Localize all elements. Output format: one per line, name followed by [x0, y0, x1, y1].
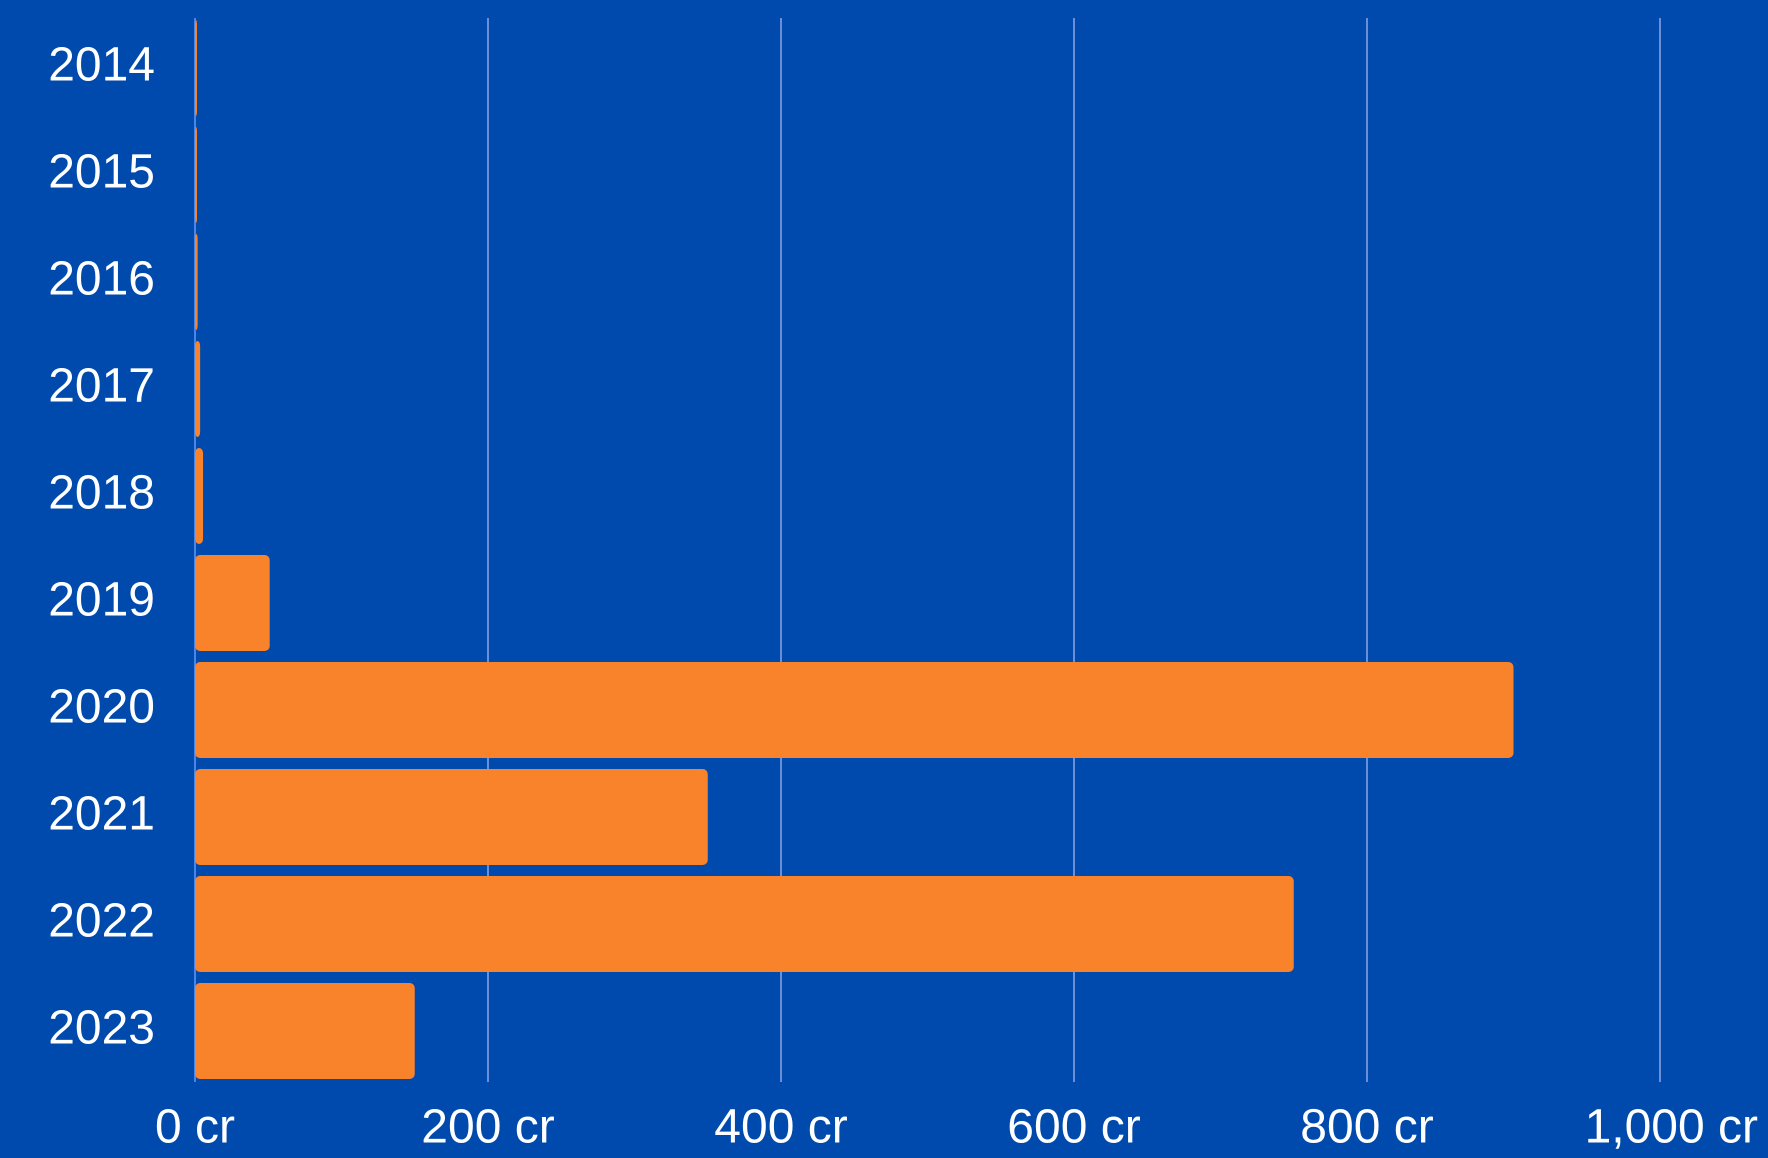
- category-label-2017: 2017: [48, 360, 155, 413]
- bar-2017: [195, 341, 201, 437]
- category-label-2021: 2021: [48, 788, 155, 841]
- bar-2016: [195, 234, 198, 330]
- x-tick-label-1000: 1,000 cr: [1585, 1101, 1758, 1154]
- bar-2015: [195, 127, 197, 223]
- category-label-2022: 2022: [48, 895, 155, 948]
- category-label-2023: 2023: [48, 1002, 155, 1055]
- category-label-2018: 2018: [48, 467, 155, 520]
- bar-2023: [195, 983, 415, 1079]
- category-label-2016: 2016: [48, 253, 155, 306]
- x-tick-label-800: 800 cr: [1300, 1101, 1433, 1154]
- x-tick-label-200: 200 cr: [421, 1101, 554, 1154]
- x-tick-label-600: 600 cr: [1007, 1101, 1140, 1154]
- bar-2021: [195, 769, 708, 865]
- category-label-2015: 2015: [48, 146, 155, 199]
- bar-2020: [195, 662, 1514, 758]
- x-tick-label-0: 0 cr: [155, 1101, 235, 1154]
- category-label-2014: 2014: [48, 39, 155, 92]
- bars: [195, 20, 1514, 1079]
- x-tick-label-400: 400 cr: [714, 1101, 847, 1154]
- category-labels: 2014 2015 2016 2017 2018 2019 2020 2021 2022 2023: [48, 39, 155, 1055]
- category-label-2020: 2020: [48, 681, 155, 734]
- category-label-2019: 2019: [48, 574, 155, 627]
- bar-2022: [195, 876, 1294, 972]
- bar-2014: [195, 20, 197, 116]
- bar-2019: [195, 555, 270, 651]
- x-tick-labels: 0 cr 200 cr 400 cr 600 cr 800 cr 1,000 cr: [155, 1101, 1758, 1154]
- bar-2018: [195, 448, 204, 544]
